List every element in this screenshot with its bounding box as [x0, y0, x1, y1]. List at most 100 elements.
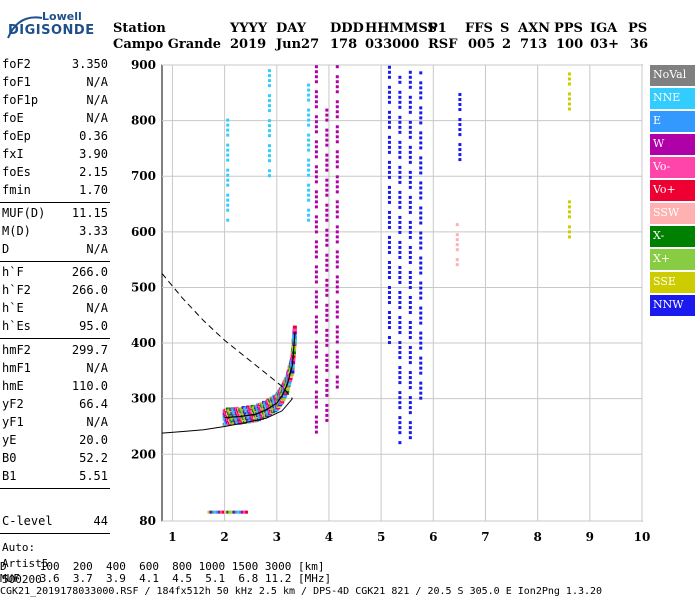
header-value-time: 033000 — [365, 37, 420, 52]
echo-point — [307, 188, 311, 192]
es-trace-point — [211, 510, 215, 514]
echo-point — [335, 315, 339, 319]
x-tick-label: 4 — [325, 530, 333, 544]
f-trace-point — [289, 373, 294, 377]
echo-point — [408, 275, 412, 279]
f-trace-point — [244, 408, 249, 412]
echo-point — [408, 326, 412, 330]
param-row: h`F 266.0 — [2, 265, 108, 279]
echo-point — [325, 208, 329, 212]
f-trace-point — [223, 414, 228, 418]
y-tick-label: 500 — [131, 280, 156, 294]
echo-point — [314, 155, 318, 159]
echo-point — [458, 143, 462, 147]
echo-point — [408, 160, 412, 164]
echo-point — [335, 150, 339, 154]
echo-point — [408, 270, 412, 274]
echo-point — [325, 163, 329, 167]
echo-point — [325, 343, 329, 347]
echo-point — [387, 175, 391, 179]
echo-point — [419, 206, 423, 210]
header-value-p1: RSF — [428, 37, 458, 52]
f-trace-point — [250, 404, 255, 408]
echo-point — [419, 286, 423, 290]
echo-point — [314, 320, 318, 324]
echo-point — [419, 311, 423, 315]
echo-point — [398, 396, 402, 400]
echo-point — [314, 300, 318, 304]
echo-marks — [161, 65, 571, 514]
param-row: foF1 N/A — [2, 75, 108, 89]
header-value-axn: 713 — [520, 37, 548, 52]
header-label-day: DAY — [276, 21, 306, 36]
header-value-year: 2019 — [230, 37, 267, 52]
echo-point — [387, 110, 391, 114]
divider — [0, 488, 110, 489]
echo-point — [314, 290, 318, 294]
echo-point — [387, 301, 391, 305]
echo-point — [567, 82, 571, 86]
echo-point — [325, 418, 329, 422]
echo-point — [419, 141, 423, 145]
echo-point — [419, 266, 423, 270]
echo-point — [398, 155, 402, 159]
echo-point — [387, 115, 391, 119]
echo-point — [408, 411, 412, 415]
echo-point — [458, 158, 462, 162]
param-row: fxI 3.90 — [2, 147, 108, 161]
f-trace-point — [285, 386, 290, 390]
echo-point — [325, 353, 329, 357]
echo-point — [408, 150, 412, 154]
echo-point — [567, 200, 571, 204]
echo-point — [325, 218, 329, 222]
header-label-ddd: DDD — [330, 21, 364, 36]
echo-point — [408, 80, 412, 84]
echo-point — [408, 351, 412, 355]
echo-point — [314, 390, 318, 394]
echo-point — [267, 109, 271, 113]
echo-point — [314, 95, 318, 99]
echo-point — [398, 371, 402, 375]
echo-point — [408, 135, 412, 139]
es-trace-point — [245, 510, 249, 514]
echo-point — [408, 175, 412, 179]
echo-point — [387, 190, 391, 194]
echo-point — [387, 250, 391, 254]
f-trace-point — [246, 405, 251, 409]
echo-point — [226, 148, 230, 152]
es-trace-point — [215, 510, 219, 514]
echo-point — [408, 235, 412, 239]
echo-point — [387, 70, 391, 74]
echo-point — [455, 233, 459, 237]
echo-point — [398, 200, 402, 204]
echo-point — [398, 331, 402, 335]
echo-point — [387, 185, 391, 189]
echo-point — [387, 291, 391, 294]
echo-point — [325, 178, 329, 182]
echo-point — [398, 100, 402, 104]
echo-point — [398, 306, 402, 310]
f-trace-point — [234, 420, 239, 424]
param-row: yF2 66.4 — [2, 397, 108, 411]
header-label-axn: AXN — [518, 21, 551, 36]
echo-point — [398, 341, 402, 345]
echo-point — [226, 218, 230, 222]
f-trace-point — [225, 407, 230, 411]
echo-point — [226, 208, 230, 212]
echo-point — [408, 396, 412, 400]
x-tick-label: 1 — [168, 530, 176, 544]
echo-point — [325, 108, 329, 112]
legend-item: Vo+ — [650, 180, 695, 201]
x-tick-label: 2 — [220, 530, 228, 544]
echo-point — [314, 240, 318, 244]
echo-point — [398, 180, 402, 184]
digisonde-logo: Lowell DIGISONDE — [4, 10, 106, 40]
echo-point — [314, 220, 318, 224]
echo-point — [419, 321, 423, 325]
echo-point — [408, 205, 412, 209]
echo-point — [398, 145, 402, 149]
x-tick-label: 6 — [429, 530, 437, 544]
echo-point — [419, 366, 423, 370]
echo-point — [335, 190, 339, 194]
echo-point — [314, 140, 318, 144]
